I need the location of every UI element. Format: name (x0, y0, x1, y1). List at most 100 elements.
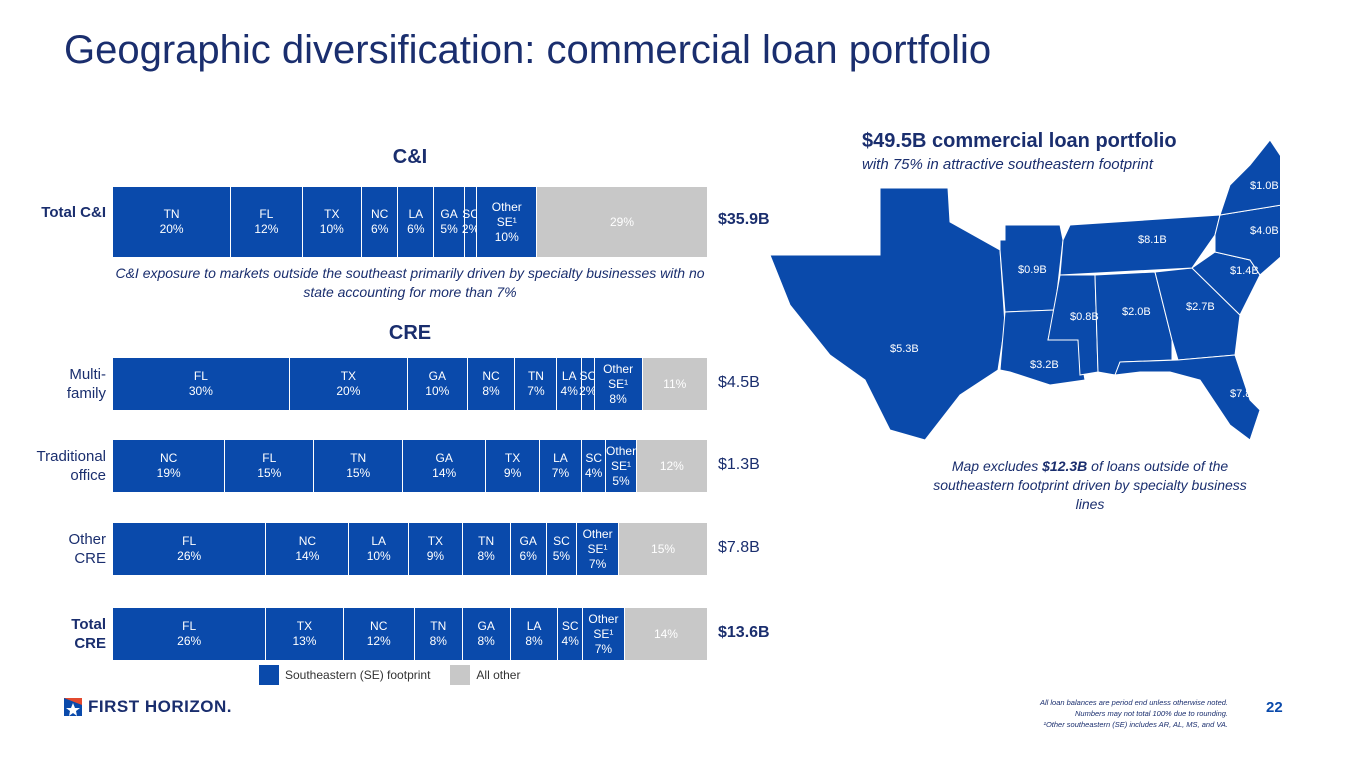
bar-segment: LA 6% (398, 187, 434, 257)
bar-segment-label: Other SE¹ 7% (588, 612, 618, 657)
segment-state: TX (504, 451, 521, 465)
bar-segment-label: FL 30% (186, 369, 216, 399)
southeast-map: $5.3B $0.9B $3.2B $0.8B $2.0B $2.7B $7.8… (769, 140, 1280, 441)
bar-segment-label: SC 4% (579, 451, 609, 481)
bar-segment-label: TN 20% (157, 207, 187, 237)
map-note-post: of loans outside of the southeastern foo… (933, 458, 1247, 512)
segment-percent: 10% (494, 229, 519, 244)
cre-row-label: Traditional office (36, 448, 106, 484)
segment-state: NC (371, 207, 389, 221)
bar-segment: TN 8% (414, 608, 462, 660)
cre-bar: FL 30% TX 20% GA 10% NC 8% TN 7% LA 4% SC 2% Other SE¹… (113, 358, 707, 410)
map-label-tn: $8.1B (1138, 234, 1167, 246)
bar-segment-label: Other SE¹ 7% (583, 527, 613, 572)
segment-state: LA (371, 534, 387, 548)
bar-segment-label: TX 9% (420, 534, 450, 564)
segment-percent: 20% (159, 222, 184, 236)
bar-segment-label: NC 19% (154, 451, 184, 481)
bar-segment-label: TN 15% (343, 451, 373, 481)
segment-percent: 12% (366, 634, 391, 648)
segment-state: NC (482, 369, 500, 383)
bar-segment-label: 15% (651, 542, 675, 557)
segment-percent: 9% (503, 466, 522, 480)
bar-segment-all-other: 12% (636, 440, 707, 492)
segment-percent: 9% (426, 549, 445, 563)
cre-row-total: $4.5B (718, 374, 760, 391)
map-note-pre: Map excludes (951, 458, 1043, 474)
bar-segment: TX 9% (486, 440, 539, 492)
bar-segment: FL 15% (225, 440, 314, 492)
segment-percent: 19% (156, 466, 181, 480)
bar-segment: FL 12% (231, 187, 302, 257)
segment-state: Other SE¹ (606, 443, 637, 473)
segment-state: FL (182, 534, 197, 548)
map-state-fl (1114, 354, 1261, 441)
bar-segment: Other SE¹ 10% (477, 187, 537, 257)
bar-segment: GA 10% (408, 358, 467, 410)
segment-state: TN (478, 534, 495, 548)
bar-segment: SC 4% (581, 440, 606, 492)
bar-segment: LA 7% (539, 440, 581, 492)
cre-bar: NC 19% FL 15% TN 15% GA 14% TX 9% LA 7% SC 4% Other SE… (113, 440, 707, 492)
segment-percent: 5% (440, 222, 458, 236)
bar-segment: Other SE¹ 7% (577, 523, 619, 575)
bar-segment: GA 14% (403, 440, 486, 492)
bar-segment: TN 7% (515, 358, 557, 410)
segment-state: TX (340, 369, 357, 383)
segment-state: FL (262, 451, 277, 465)
bar-segment-label: TN 7% (521, 369, 551, 399)
bar-segment-label: GA 6% (513, 534, 543, 564)
ci-row-label: Total C&I (41, 204, 106, 221)
cre-row-total: $1.3B (718, 456, 760, 473)
segment-state: TN (163, 207, 180, 221)
ci-bar: TN 20% FL 12% TX 10% NC 6% LA 6% GA 5% SC 2% Other SE¹… (113, 187, 707, 257)
map-header: $49.5B commercial loan portfolio with 75… (862, 130, 1177, 173)
segment-percent: 7% (588, 556, 607, 571)
segment-percent: 26% (177, 549, 202, 563)
segment-percent: 14% (295, 549, 320, 563)
legend-other-label: All other (476, 668, 521, 682)
bar-segment-label: SC 5% (546, 534, 576, 564)
bar-segment: FL 26% (113, 523, 266, 575)
cre-row-label: Multi-family (66, 366, 106, 402)
bar-segment-label: 14% (654, 627, 678, 642)
bar-segment-label: LA 6% (401, 207, 431, 237)
map-label-la: $3.2B (1030, 359, 1059, 371)
segment-percent: 14% (432, 466, 457, 480)
map-subline: with 75% in attractive southeastern foot… (862, 156, 1153, 173)
segment-percent: 10% (366, 549, 391, 563)
bar-segment-label: Other SE¹ 10% (492, 200, 522, 245)
segment-percent: 15% (651, 541, 676, 556)
segment-state: SC (585, 451, 602, 465)
segment-percent: 4% (561, 634, 579, 648)
segment-state: LA (553, 451, 568, 465)
bar-segment: Other SE¹ 7% (582, 608, 624, 660)
segment-state: FL (182, 619, 197, 633)
segment-state: SC (579, 369, 597, 383)
segment-state: NC (160, 451, 178, 465)
bar-segment-label: TX 10% (317, 207, 347, 237)
segment-state: SC (553, 534, 570, 548)
bar-segment-all-other: 29% (537, 187, 707, 257)
bar-segment-label: LA 10% (364, 534, 394, 564)
segment-state: NC (370, 619, 388, 633)
segment-percent: 11% (663, 376, 687, 391)
bar-segment-label: GA 8% (471, 619, 501, 649)
bar-segment-label: 12% (660, 459, 684, 474)
segment-percent: 8% (609, 391, 627, 406)
bar-segment-label: Other SE¹ 8% (603, 362, 633, 407)
bar-segment: TX 10% (302, 187, 362, 257)
bar-segment: GA 6% (510, 523, 546, 575)
bar-segment-label: SC 2% (456, 207, 486, 237)
map-label-ar: $0.9B (1018, 264, 1047, 276)
cre-row-label: Total CRE (71, 616, 106, 652)
bar-segment-label: TN 8% (423, 619, 453, 649)
legend-se-swatch (259, 665, 279, 685)
bar-segment: SC 2% (462, 187, 479, 257)
segment-state: GA (519, 534, 537, 548)
bar-segment: NC 8% (467, 358, 515, 410)
segment-percent: 8% (477, 549, 495, 563)
bar-segment: LA 4% (557, 358, 581, 410)
segment-percent: 6% (519, 549, 537, 563)
ci-heading: C&I (392, 146, 428, 168)
